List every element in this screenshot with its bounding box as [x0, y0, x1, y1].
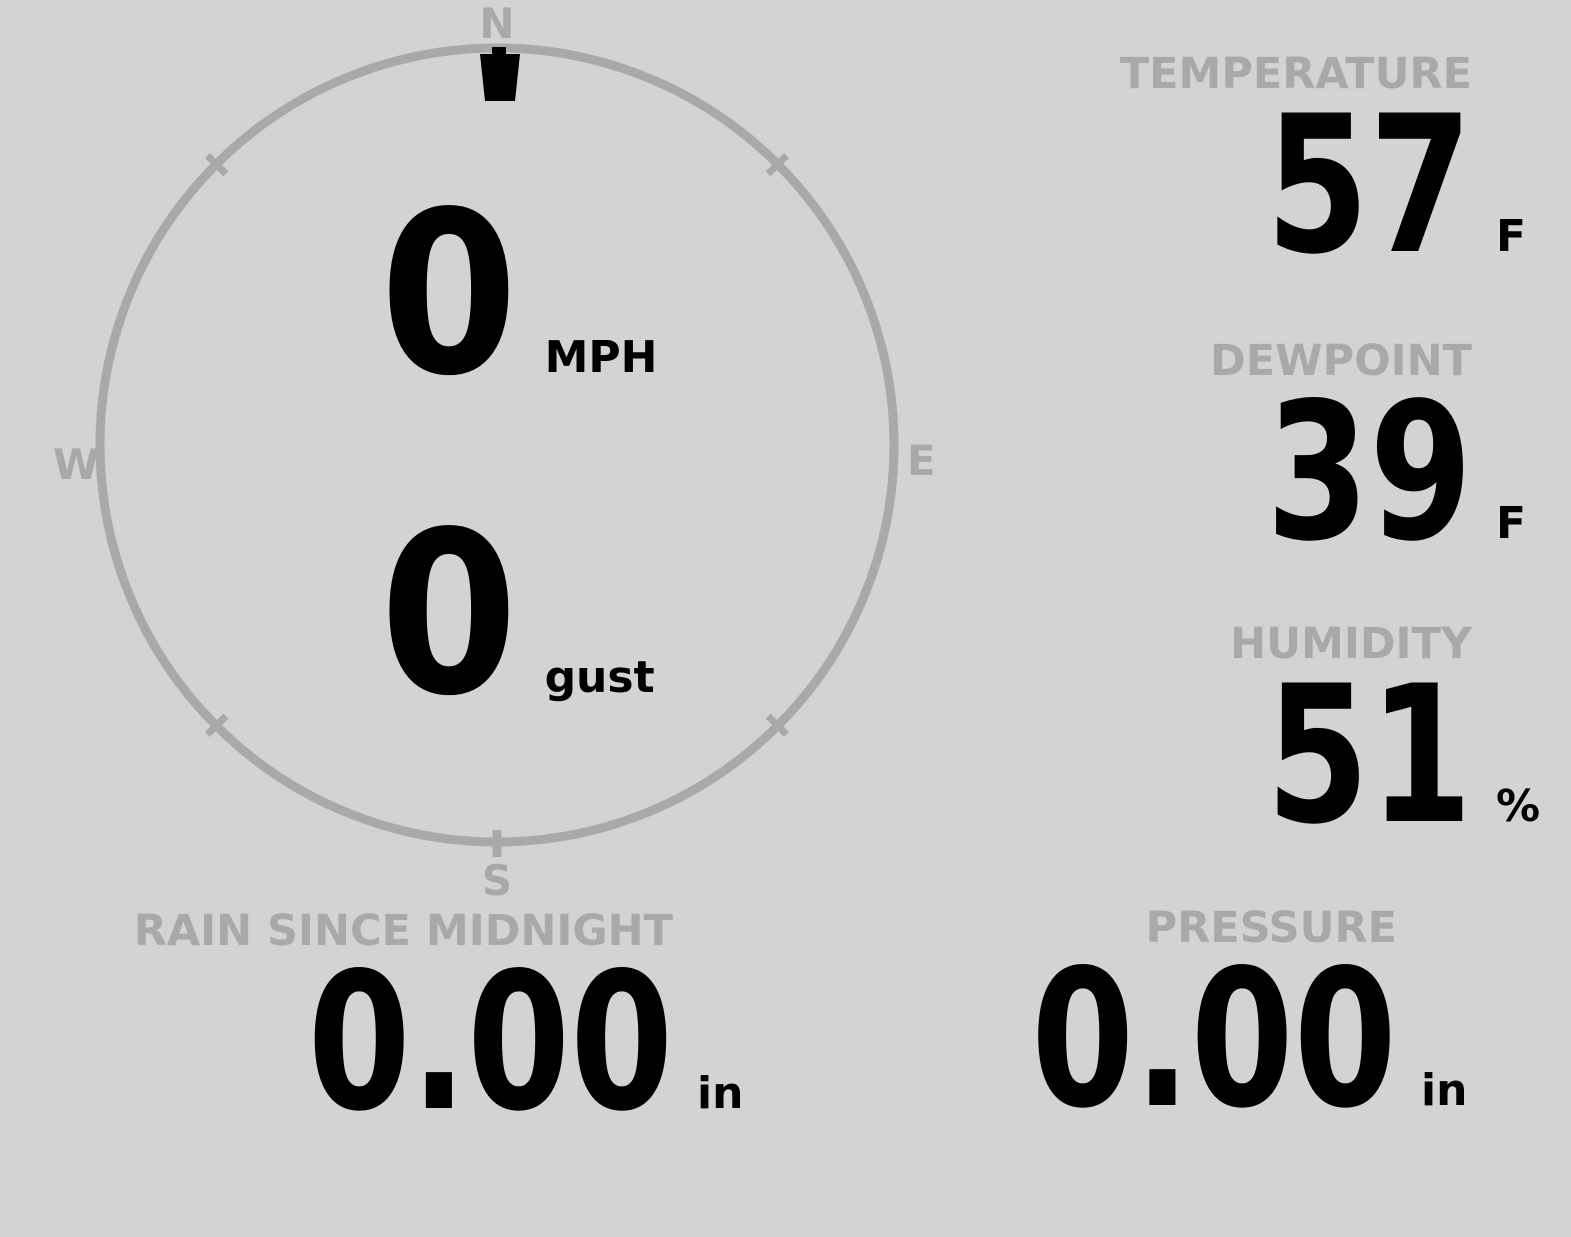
humidity-label: HUMIDITY [1230, 619, 1472, 669]
temperature-unit: F [1496, 211, 1527, 262]
rain-unit: in [697, 1068, 744, 1119]
dewpoint-stat: DEWPOINT 39 F [1208, 336, 1526, 583]
pressure-value: 0.00 [1031, 929, 1397, 1150]
temperature-label: TEMPERATURE [1119, 49, 1472, 99]
pressure-unit: in [1421, 1065, 1468, 1116]
compass-label-south: S [481, 856, 513, 905]
rain-label: RAIN SINCE MIDNIGHT [133, 906, 673, 956]
dewpoint-label: DEWPOINT [1210, 336, 1472, 386]
wind-direction-marker-icon [480, 47, 520, 101]
wind-gust-unit: gust [544, 652, 655, 703]
temperature-value: 57 [1265, 75, 1472, 296]
temperature-stat: TEMPERATURE 57 F [1119, 49, 1526, 296]
compass-ticks [205, 153, 789, 857]
rain-value: 0.00 [307, 932, 673, 1153]
wind-gust-value: 0 [380, 484, 518, 746]
dewpoint-unit: F [1496, 498, 1527, 549]
compass-label-east: E [907, 436, 936, 485]
compass-label-north: N [479, 0, 515, 48]
rain-stat: RAIN SINCE MIDNIGHT 0.00 in [133, 906, 744, 1153]
pressure-label: PRESSURE [1145, 903, 1397, 953]
humidity-unit: % [1496, 781, 1541, 832]
dewpoint-value: 39 [1265, 362, 1472, 583]
humidity-stat: HUMIDITY 51 % [1208, 619, 1540, 866]
pressure-stat: PRESSURE 0.00 in [928, 903, 1467, 1150]
wind-compass [95, 43, 899, 857]
humidity-value: 51 [1265, 645, 1472, 866]
wind-speed-unit: MPH [544, 332, 658, 383]
wind-gust: 0 gust [380, 503, 655, 728]
compass-label-west: W [53, 440, 100, 489]
wind-speed-value: 0 [380, 164, 518, 426]
wind-speed: 0 MPH [380, 183, 657, 408]
